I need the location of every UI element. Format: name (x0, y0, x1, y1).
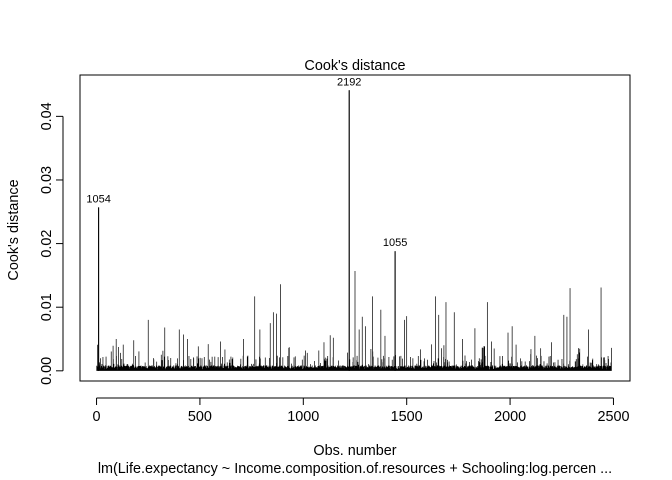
x-tick-label: 1000 (287, 409, 319, 425)
y-tick-label: 0.03 (39, 166, 55, 194)
x-axis: 0 500 1000 1500 2000 2500 (93, 397, 629, 425)
y-axis-label: Cook's distance (6, 179, 22, 280)
point-label-1055: 1055 (383, 237, 407, 249)
x-tick-label: 2500 (597, 409, 629, 425)
x-tick-label: 0 (93, 409, 101, 425)
point-label-1054: 1054 (86, 193, 110, 205)
x-axis-label: Obs. number (313, 443, 396, 459)
y-tick-label: 0.01 (39, 293, 55, 321)
point-labels: 1054 2192 1055 (86, 76, 407, 249)
x-tick-label: 500 (188, 409, 212, 425)
spike-lines (96, 90, 612, 371)
y-tick-label: 0.02 (39, 230, 55, 258)
cooks-distance-spikes (96, 90, 612, 371)
y-tick-label: 0.00 (39, 357, 55, 385)
x-tick-label: 1500 (391, 409, 423, 425)
y-axis: 0.00 0.01 0.02 0.03 0.04 (39, 102, 64, 385)
x-tick-label: 2000 (494, 409, 526, 425)
plot-box (79, 74, 631, 382)
y-tick-label: 0.04 (39, 102, 55, 130)
chart-title: Cook's distance (304, 58, 405, 74)
model-subtitle: lm(Life.expectancy ~ Income.composition.… (98, 461, 612, 477)
point-label-2192: 2192 (337, 76, 361, 88)
